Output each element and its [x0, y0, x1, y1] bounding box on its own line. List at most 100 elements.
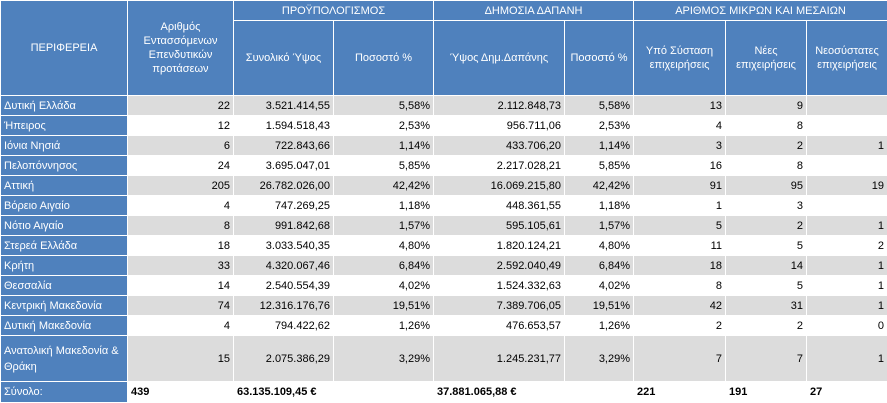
cell-newly-established: 1: [806, 135, 887, 156]
cell-new: 9: [725, 95, 808, 116]
table-row: Νότιο Αιγαίο 8 991.842,68 1,57% 595.105,61 1,…: [0, 215, 887, 236]
cell-under-formation: 16: [633, 155, 727, 176]
total-budget: 63.135.109,45 €: [233, 381, 334, 403]
table-row: Θεσσαλία 14 2.540.554,39 4,02% 1.524.332,63 4…: [0, 275, 887, 296]
cell-proposals: 33: [127, 255, 234, 276]
cell-budget: 991.842,68: [233, 215, 334, 236]
cell-public-pct: 4,80%: [564, 235, 635, 256]
cell-region: Θεσσαλία: [0, 275, 128, 296]
cell-budget-pct: 5,85%: [332, 155, 435, 176]
header-public-group: ΔΗΜΟΣΙΑ ΔΑΠΑΝΗ: [433, 0, 635, 21]
cell-budget-pct: 2,53%: [332, 115, 435, 136]
cell-public: 2.112.848,73: [433, 95, 566, 116]
cell-newly-established: 1: [806, 215, 887, 236]
cell-newly-established: [806, 195, 887, 216]
cell-proposals: 4: [127, 195, 234, 216]
cell-public-pct: 6,84%: [564, 255, 635, 276]
cell-public-pct: 2,53%: [564, 115, 635, 136]
cell-public: 1.245.231,77: [433, 335, 566, 382]
cell-budget: 3.033.540,35: [233, 235, 334, 256]
total-proposals: 439: [127, 381, 234, 403]
cell-new: 7: [725, 335, 808, 382]
cell-budget-pct: 1,14%: [332, 135, 435, 156]
header-region: ΠΕΡΙΦΕΡΕΙΑ: [0, 0, 128, 96]
cell-newly-established: 2: [806, 235, 887, 256]
total-public: 37.881.065,88 €: [433, 381, 566, 403]
cell-public: 1.524.332,63: [433, 275, 566, 296]
cell-proposals: 18: [127, 235, 234, 256]
cell-budget: 794.422,62: [233, 315, 334, 336]
cell-public-pct: 5,58%: [564, 95, 635, 116]
cell-new: 2: [725, 215, 808, 236]
header-sme-group: ΑΡΙΘΜΟΣ ΜΙΚΡΩΝ ΚΑΙ ΜΕΣΑΙΩΝ: [633, 0, 887, 21]
cell-new: 3: [725, 195, 808, 216]
cell-newly-established: 1: [806, 295, 887, 316]
cell-new: 2: [725, 135, 808, 156]
table-body: Δυτική Ελλάδα 22 3.521.414,55 5,58% 2.112.84…: [0, 95, 887, 382]
cell-region: Κεντρική Μακεδονία: [0, 295, 128, 316]
cell-public: 7.389.706,05: [433, 295, 566, 316]
header-budget-pct: Ποσοστό %: [332, 20, 435, 96]
table-row: Ανατολική Μακεδονία & Θράκη 15 2.075.386,2…: [0, 335, 887, 382]
cell-under-formation: 7: [633, 335, 727, 382]
total-newly-established: 27: [806, 381, 887, 403]
table-row: Στερεά Ελλάδα 18 3.033.540,35 4,80% 1.820.12…: [0, 235, 887, 256]
cell-newly-established: [806, 155, 887, 176]
cell-budget: 12.316.176,76: [233, 295, 334, 316]
cell-under-formation: 5: [633, 215, 727, 236]
total-label: Σύνολο:: [0, 381, 128, 403]
cell-budget-pct: 1,26%: [332, 315, 435, 336]
cell-budget-pct: 4,02%: [332, 275, 435, 296]
cell-under-formation: 11: [633, 235, 727, 256]
cell-budget-pct: 1,57%: [332, 215, 435, 236]
table-row: Κρήτη 33 4.320.067,46 6,84% 2.592.040,49 6,84…: [0, 255, 887, 276]
cell-budget-pct: 3,29%: [332, 335, 435, 382]
cell-region: Δυτική Μακεδονία: [0, 315, 128, 336]
table-row: Δυτική Μακεδονία 4 794.422,62 1,26% 476.653,…: [0, 315, 887, 336]
cell-region: Ανατολική Μακεδονία & Θράκη: [0, 335, 128, 382]
cell-newly-established: 1: [806, 255, 887, 276]
cell-budget: 3.521.414,55: [233, 95, 334, 116]
cell-new: 95: [725, 175, 808, 196]
total-public-pct: [564, 381, 635, 403]
table-row: Πελοπόννησος 24 3.695.047,01 5,85% 2.217.028…: [0, 155, 887, 176]
cell-proposals: 15: [127, 335, 234, 382]
table-row: Ήπειρος 12 1.594.518,43 2,53% 956.711,06 2,53…: [0, 115, 887, 136]
cell-public-pct: 1,26%: [564, 315, 635, 336]
cell-public: 1.820.124,21: [433, 235, 566, 256]
cell-region: Πελοπόννησος: [0, 155, 128, 176]
cell-public: 476.653,57: [433, 315, 566, 336]
cell-budget: 26.782.026,00: [233, 175, 334, 196]
cell-newly-established: 19: [806, 175, 887, 196]
cell-budget-pct: 5,58%: [332, 95, 435, 116]
cell-public: 595.105,61: [433, 215, 566, 236]
cell-public: 448.361,55: [433, 195, 566, 216]
cell-budget-pct: 1,18%: [332, 195, 435, 216]
header-public-amount: Ύψος Δημ.Δαπάνης: [433, 20, 566, 96]
cell-public: 2.217.028,21: [433, 155, 566, 176]
cell-public-pct: 1,18%: [564, 195, 635, 216]
cell-public-pct: 19,51%: [564, 295, 635, 316]
header-public-pct: Ποσοστό %: [564, 20, 635, 96]
cell-proposals: 14: [127, 275, 234, 296]
cell-public-pct: 42,42%: [564, 175, 635, 196]
table-row: Ιόνια Νησιά 6 722.843,66 1,14% 433.706,20 1,1…: [0, 135, 887, 156]
cell-new: 2: [725, 315, 808, 336]
cell-proposals: 205: [127, 175, 234, 196]
header-new: Νέες επιχειρήσεις: [725, 20, 808, 96]
cell-proposals: 74: [127, 295, 234, 316]
cell-region: Δυτική Ελλάδα: [0, 95, 128, 116]
cell-under-formation: 3: [633, 135, 727, 156]
cell-under-formation: 18: [633, 255, 727, 276]
cell-under-formation: 4: [633, 115, 727, 136]
cell-public-pct: 4,02%: [564, 275, 635, 296]
cell-under-formation: 1: [633, 195, 727, 216]
cell-budget: 1.594.518,43: [233, 115, 334, 136]
cell-budget: 2.540.554,39: [233, 275, 334, 296]
cell-newly-established: 0: [806, 315, 887, 336]
cell-proposals: 6: [127, 135, 234, 156]
table-row: Κεντρική Μακεδονία 74 12.316.176,76 19,51% 7…: [0, 295, 887, 316]
cell-budget: 4.320.067,46: [233, 255, 334, 276]
cell-under-formation: 42: [633, 295, 727, 316]
cell-budget-pct: 4,80%: [332, 235, 435, 256]
